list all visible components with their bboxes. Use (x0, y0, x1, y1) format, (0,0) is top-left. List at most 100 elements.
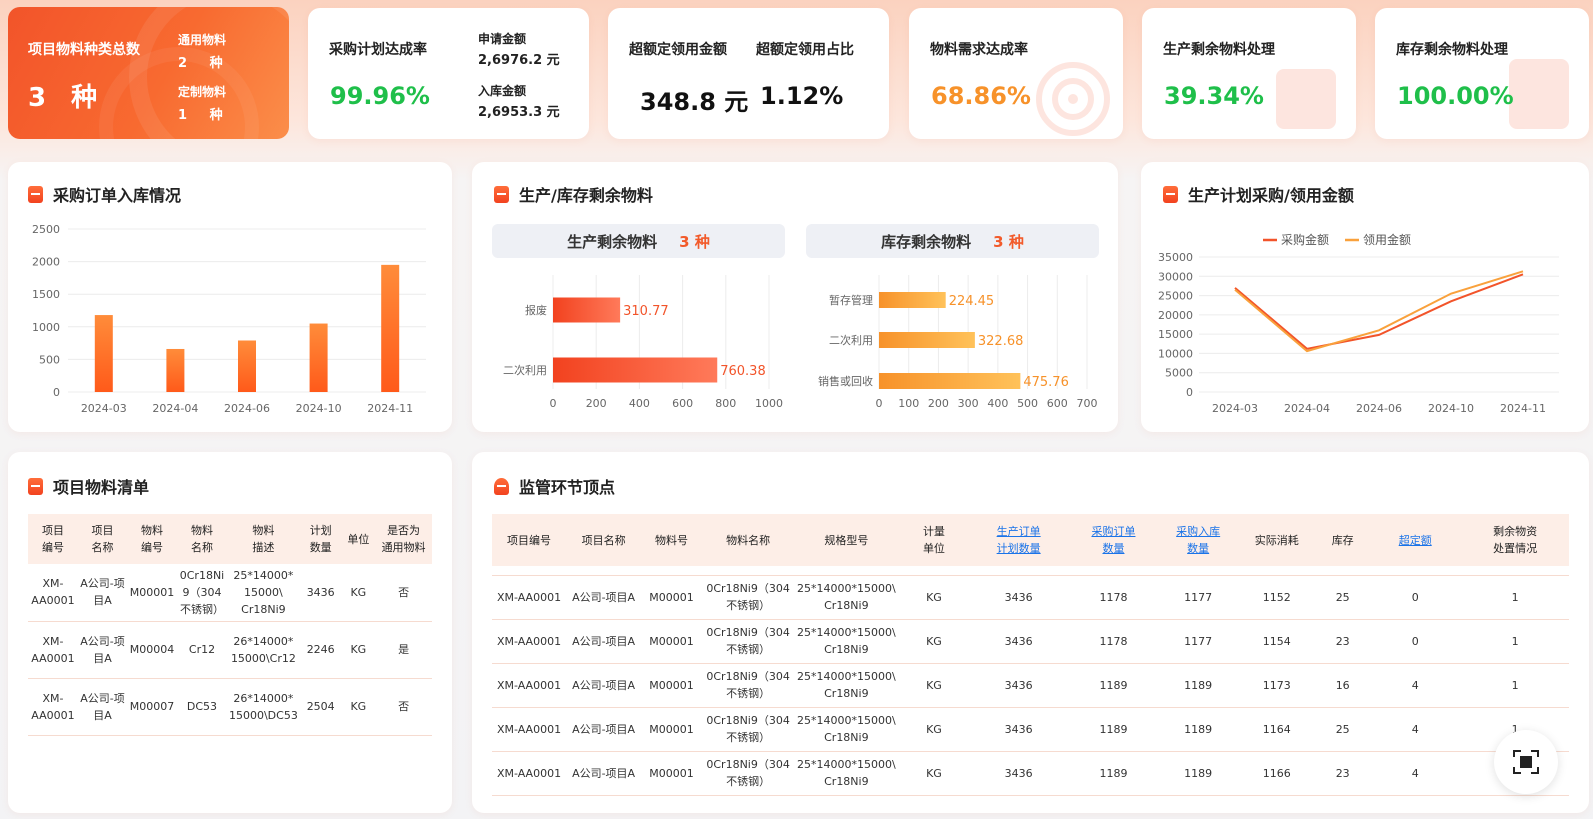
x-tick-label: 600 (672, 397, 693, 410)
column-header-link[interactable]: 超定额 (1398, 533, 1432, 547)
y-tick-label: 二次利用 (503, 363, 547, 377)
surplus-panel: 生产/库存剩余物料 生产剩余物料 3 种 库存剩余物料 3 种 0 200 400 6… (472, 162, 1118, 432)
bar (238, 340, 256, 392)
order-icon (28, 185, 43, 203)
general-value: 2 种 (178, 52, 223, 71)
table-cell: KG (898, 751, 970, 796)
column-header: 单位 (341, 514, 376, 564)
x-tick-label: 2024-10 (296, 402, 342, 415)
table-cell: 16 (1316, 663, 1370, 708)
apply-label: 申请金额 (478, 32, 527, 46)
table-cell: 25 (1316, 575, 1370, 620)
column-header: 物料号 (641, 514, 702, 566)
x-tick-label: 0 (876, 397, 883, 410)
table-cell: 4 (1369, 663, 1462, 708)
bar (94, 315, 113, 392)
data-label: 310.77 (623, 304, 669, 319)
table-cell: XM-AA0001 (28, 621, 78, 679)
column-header: 物料 编号 (127, 514, 178, 564)
bar (309, 323, 328, 392)
kpi-value: 68.86% (931, 82, 1031, 110)
column-header: 物料 描述 (226, 514, 300, 564)
y-tick-label: 2500 (32, 223, 60, 236)
column-header-link[interactable]: 采购订单 数量 (1091, 525, 1136, 555)
chart-icon (1509, 59, 1569, 129)
list-icon (28, 477, 43, 495)
fullscreen-icon (1513, 750, 1539, 774)
series-line (1234, 273, 1524, 350)
x-tick-label: 100 (898, 397, 919, 410)
table-cell: 3436 (299, 564, 342, 622)
panel-title: 监管环节顶点 (494, 474, 615, 498)
panel-title-text: 生产计划采购/领用金额 (1188, 186, 1354, 205)
panel-title-text: 生产/库存剩余物料 (519, 186, 653, 205)
kpi-value: 3 种 (28, 77, 97, 114)
kpi-value: 1.12% (760, 82, 844, 110)
box-icon (1276, 69, 1336, 129)
column-header[interactable]: 采购订单 数量 (1067, 514, 1160, 566)
bar (381, 264, 400, 392)
x-tick-label: 2024-04 (152, 402, 198, 415)
x-tick-label: 2024-10 (1428, 402, 1474, 415)
panel-title: 采购订单入库情况 (28, 182, 181, 206)
x-tick-label: 300 (958, 397, 979, 410)
table-cell: A公司-项目A (566, 575, 642, 620)
kpi-over-quota-card: 超额定领用金额 348.8 元 超额定领用占比 1.12% (608, 8, 889, 139)
kpi-demand-rate-card: 物料需求达成率 68.86% (909, 8, 1123, 139)
kpi-title: 生产剩余物料处理 (1163, 42, 1275, 58)
x-tick-label: 700 (1077, 397, 1098, 410)
table-cell: 3436 (969, 707, 1068, 752)
target-icon (1036, 62, 1110, 136)
column-header: 项目名称 (77, 514, 128, 564)
column-header[interactable]: 超定额 (1369, 514, 1462, 566)
y-tick-label: 15000 (1158, 328, 1193, 341)
kpi-title: 库存剩余物料处理 (1396, 42, 1508, 58)
column-header-link[interactable]: 采购入库 数量 (1176, 525, 1221, 555)
y-tick-label: 5000 (1165, 367, 1193, 380)
table-cell: A公司-项目A (77, 621, 128, 679)
purchase-orders-panel: 采购订单入库情况 0 500 1000 1500 2000 2500 2024-03 2024… (8, 162, 452, 432)
kpi-value: 100.00% (1397, 82, 1514, 110)
document-icon (1163, 185, 1178, 203)
prod-surplus-label: 生产剩余物料 (567, 232, 658, 251)
data-label: 760.38 (720, 364, 766, 379)
plan-amount-panel: 生产计划采购/领用金额 0 5000 10000 15000 20000 25000 300… (1141, 162, 1589, 432)
table-cell: A公司-项目A (77, 564, 128, 622)
column-header[interactable]: 采购入库 数量 (1159, 514, 1238, 566)
y-tick-label: 35000 (1158, 251, 1193, 264)
table-cell: 1189 (1067, 663, 1160, 708)
table-cell: XM-AA0001 (492, 663, 567, 708)
table-cell: 3436 (969, 619, 1068, 664)
table-cell: Cr12 (177, 621, 227, 679)
fullscreen-button[interactable] (1494, 730, 1558, 794)
table-cell: 3436 (969, 751, 1068, 796)
column-header: 项目名称 (566, 514, 642, 566)
column-header-link[interactable]: 生产订单 计划数量 (996, 525, 1041, 555)
column-header: 实际消耗 (1237, 514, 1317, 566)
table-cell: 1189 (1159, 663, 1238, 708)
y-tick-label: 30000 (1158, 270, 1193, 283)
table-cell: KG (898, 663, 970, 708)
y-tick-label: 0 (1186, 386, 1193, 399)
table-cell: KG (898, 575, 970, 620)
x-tick-label: 2024-06 (1356, 402, 1402, 415)
panel-title-text: 采购订单入库情况 (53, 186, 182, 205)
table-row-partial (492, 566, 1569, 576)
y-tick-label: 0 (53, 386, 60, 399)
table-cell: 25*14000*15000\Cr18Ni9 (794, 751, 899, 796)
table-cell: 0 (1369, 575, 1462, 620)
table-cell: 1189 (1067, 751, 1160, 796)
custom-count: 1 (178, 108, 188, 123)
custom-value: 1 种 (178, 104, 223, 123)
y-tick-label: 20000 (1158, 309, 1193, 322)
column-header[interactable]: 生产订单 计划数量 (969, 514, 1068, 566)
x-tick-label: 400 (629, 397, 650, 410)
table-cell: A公司-项目A (566, 619, 642, 664)
kpi-stock-surplus-card: 库存剩余物料处理 100.00% (1375, 8, 1589, 139)
